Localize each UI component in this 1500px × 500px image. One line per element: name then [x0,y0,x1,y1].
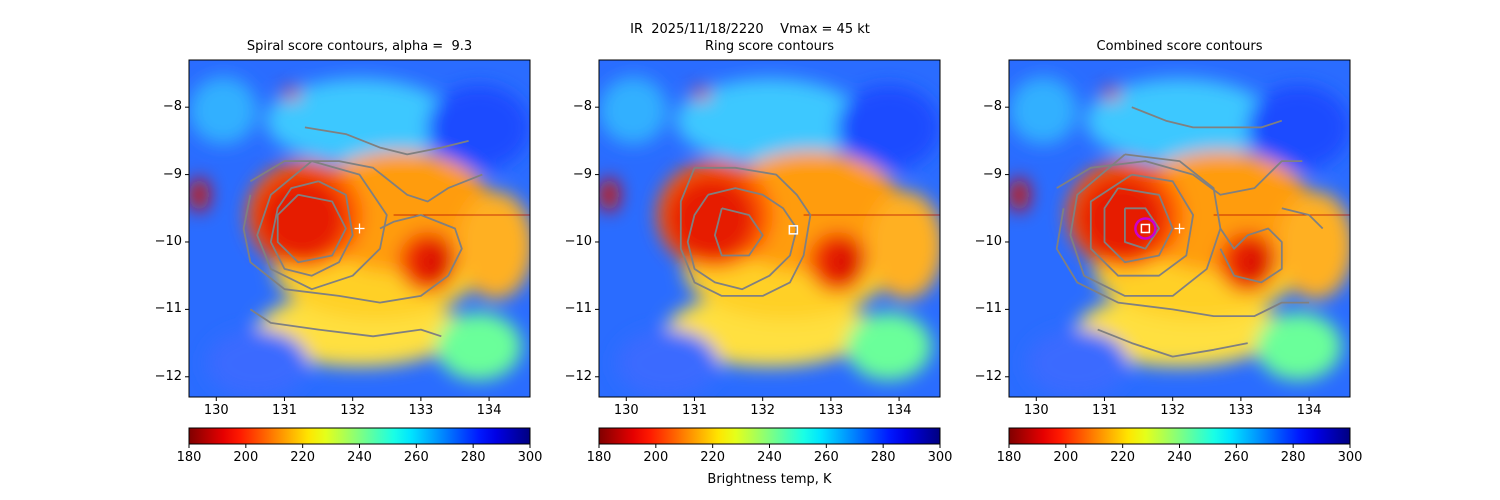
y-tick-label: −10 [974,233,1002,249]
x-tick-label: 130 [1023,403,1049,418]
y-tick-label: −9 [162,166,182,182]
colorbar [1008,427,1351,448]
first-guess-plus-marker [354,223,365,234]
axes-frame [598,59,941,398]
colorbar-tick-label: 220 [700,450,726,465]
colorbar-tick-label: 220 [290,450,316,465]
contour-10 [1281,207,1324,230]
first-guess-plus-marker [1174,223,1185,234]
colorbar-tick-label: 300 [517,450,543,465]
colorbar-tick-label: 260 [813,450,839,465]
x-tick-label: 134 [476,403,502,418]
contour-5 [242,194,463,304]
colorbar-tick-label: 280 [1280,450,1306,465]
axes-frame [1008,59,1351,398]
colorbar-tick-label: 180 [586,450,612,465]
panel-title: Ring score contours [704,39,835,54]
colorbar-tick-label: 180 [996,450,1022,465]
contour-2 [1103,187,1174,264]
ir-image [599,60,940,397]
y-tick-label: −8 [572,99,592,115]
colorbar-tick-label: 200 [643,450,669,465]
x-tick-label: 132 [1160,403,1186,418]
contour-5 [1056,160,1303,196]
y-tick-label: −8 [982,99,1002,115]
x-tick-label: 133 [818,403,844,418]
contour-3 [256,160,388,291]
colorbar-tick-label: 180 [176,450,202,465]
colorbar [598,427,941,448]
x-tick-label: 134 [1296,403,1322,418]
y-tick-label: −10 [154,233,182,249]
panel-1 [185,59,531,401]
panel-3 [1005,59,1351,401]
colorbar-tick-label: 240 [757,450,782,465]
colorbar-label: Brightness temp, K [707,472,832,487]
panel-2 [595,59,941,401]
x-tick-label: 130 [203,403,229,418]
y-tick-label: −12 [974,368,1002,384]
contour-1 [686,187,798,291]
contour-6 [1055,208,1310,317]
figure-title: IR 2025/11/18/2220 Vmax = 45 kt [630,22,870,37]
x-tick-label: 132 [340,403,366,418]
combined-center-circle [1134,217,1157,240]
colorbar-tick-label: 300 [927,450,953,465]
contour-6 [304,126,469,156]
contour-2 [714,207,764,257]
contour-7 [249,308,442,338]
contour-3 [1089,173,1194,277]
x-tick-label: 134 [886,403,912,418]
y-tick-label: −12 [154,368,182,384]
x-tick-label: 133 [408,403,434,418]
colorbar-tick-label: 220 [1110,450,1136,465]
contour-9 [1097,328,1248,358]
panel-title: Spiral score contours, alpha = 9.3 [246,39,473,54]
y-tick-label: −12 [564,368,592,384]
axes-frame [188,59,531,398]
y-tick-label: −11 [564,301,592,317]
y-tick-label: −9 [982,166,1002,182]
contour-1 [1124,207,1160,250]
contour-4 [249,160,483,203]
colorbar [188,427,531,448]
x-tick-label: 133 [1228,403,1254,418]
colorbar-tick-label: 260 [1223,450,1249,465]
colorbar-tick-label: 200 [1053,450,1079,465]
colorbar-tick-label: 200 [233,450,259,465]
x-tick-label: 131 [1092,403,1117,418]
x-tick-label: 132 [750,403,776,418]
y-tick-label: −11 [154,301,182,317]
colorbar-tick-label: 280 [460,450,486,465]
contour-8 [1131,106,1283,129]
y-tick-label: −9 [572,166,592,182]
panel-title: Combined score contours [1096,39,1263,54]
colorbar-tick-label: 260 [403,450,429,465]
y-tick-label: −8 [162,99,182,115]
x-tick-label: 130 [613,403,639,418]
contour-1 [276,193,347,264]
x-tick-label: 131 [682,403,707,418]
contour-2 [269,180,354,277]
y-tick-label: −10 [564,233,592,249]
x-tick-label: 131 [272,403,297,418]
colorbar-tick-label: 240 [1167,450,1192,465]
contour-7 [1219,227,1283,284]
contour-4 [1069,153,1222,297]
colorbar-tick-label: 280 [870,450,896,465]
colorbar-tick-label: 240 [347,450,372,465]
colorbar-tick-label: 300 [1337,450,1363,465]
contour-3 [679,166,812,297]
center-square-marker [1140,223,1151,234]
y-tick-label: −11 [974,301,1002,317]
center-square-marker [788,225,799,235]
